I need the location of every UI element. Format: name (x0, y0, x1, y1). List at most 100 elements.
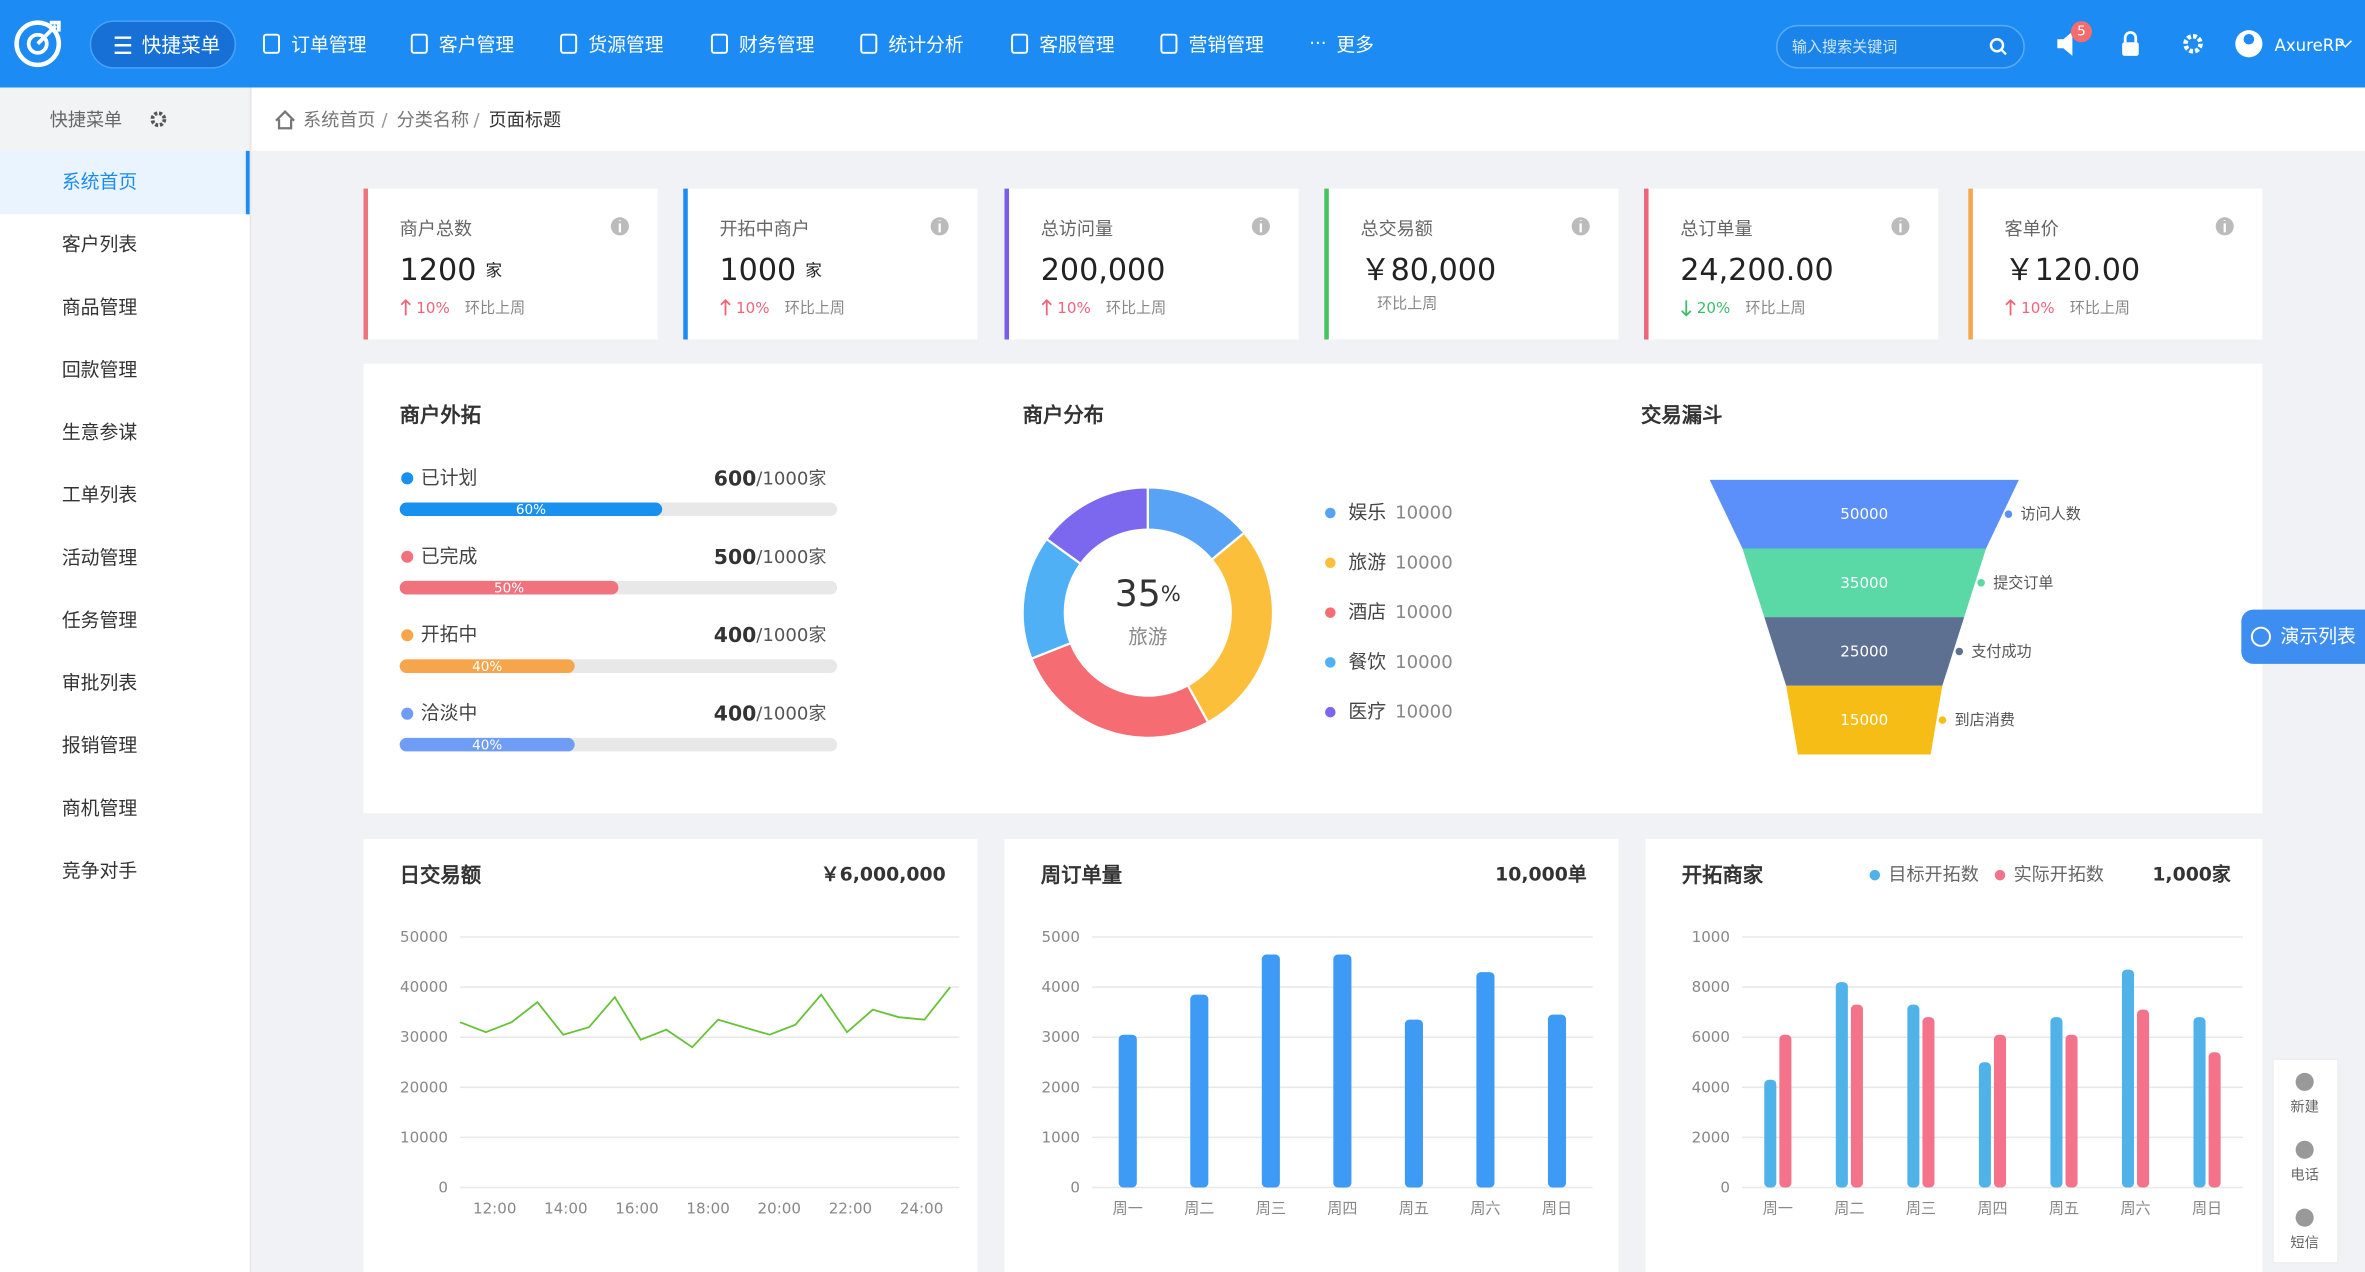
sidebar-item[interactable]: 生意参谋 (62, 422, 138, 444)
sidebar-item[interactable]: 商机管理 (62, 797, 138, 819)
trend-arrow (400, 298, 411, 316)
tool-button[interactable]: 短信 (2290, 1208, 2319, 1252)
chart-summary: ￥6,000,000 (821, 865, 946, 886)
nav-item[interactable]: 客户管理 (410, 33, 515, 56)
breadcrumb-item: 系统首页 (303, 110, 375, 131)
search-icon-handle (2000, 48, 2007, 56)
change-value: 10% (1057, 299, 1091, 317)
lock-icon[interactable] (2122, 42, 2139, 56)
tool-button[interactable]: 电话 (2290, 1140, 2319, 1184)
change-value: 20% (1697, 299, 1731, 317)
sidebar-item[interactable]: 系统首页 (0, 150, 251, 215)
progress-percent: 40% (472, 737, 502, 753)
quick-menu-bg (89, 20, 237, 69)
nav-item[interactable]: 统计分析 (860, 33, 964, 56)
nav-label: 更多 (1336, 34, 1374, 56)
progress-dot (401, 629, 414, 642)
bar (1261, 954, 1280, 1188)
stat-unit: 家 (485, 261, 502, 280)
bar (1779, 1034, 1792, 1188)
bar (2050, 1017, 2063, 1188)
funnel-dot (1977, 579, 1985, 587)
stat-card-accent (1968, 188, 1973, 340)
x-tick-label: 周五 (2049, 1200, 2079, 1218)
funnel-value: 35000 (1840, 574, 1888, 592)
badge: 5 (2077, 24, 2086, 40)
stat-change: 10% 环比上周 (1057, 299, 1166, 317)
x-tick-label: 14:00 (544, 1200, 587, 1218)
chart-title: 交易漏斗 (1641, 403, 1722, 427)
logo-inner (26, 32, 49, 55)
sidebar-item[interactable]: 报销管理 (62, 735, 138, 757)
sidebar-item[interactable]: 任务管理 (62, 609, 138, 631)
stat-value: ￥120.00 (2005, 253, 2141, 288)
breadcrumb-item: 分类名称 (397, 110, 469, 131)
notification[interactable]: 5 (2057, 21, 2092, 56)
nav-item[interactable]: 客服管理 (1011, 33, 1115, 56)
y-tick-label: 3000 (1042, 1028, 1080, 1046)
sidebar-item[interactable]: 商品管理 (62, 296, 138, 318)
sidebar-item[interactable]: 回款管理 (62, 359, 138, 381)
sidebar-item[interactable]: 活动管理 (62, 547, 138, 569)
progress-percent: 40% (472, 659, 502, 675)
chart-title: 周订单量 (1041, 863, 1122, 887)
nav-item[interactable]: 财务管理 (710, 33, 815, 56)
x-tick-label: 周四 (1327, 1200, 1357, 1218)
bar (1547, 1014, 1567, 1188)
change-compare: 环比上周 (1377, 294, 1437, 312)
demo-list-tab[interactable]: 演示列表 (2241, 609, 2365, 664)
sidebar-item[interactable]: 工单列表 (62, 484, 138, 506)
legend-value: 10000 (1395, 552, 1453, 573)
nav-item[interactable]: 营销管理 (1160, 33, 1264, 56)
bar (2208, 1052, 2221, 1188)
tab-bg (2241, 609, 2365, 664)
sidebar-item[interactable]: 审批列表 (62, 672, 138, 694)
progress-fill (399, 502, 663, 517)
nav-label: 订单管理 (291, 34, 367, 56)
progress-dot (401, 472, 414, 485)
search-box[interactable]: 输入搜索关键词 (1776, 24, 2025, 69)
legend-value: 10000 (1395, 652, 1453, 673)
settings-icon[interactable] (2183, 33, 2203, 54)
progress-total: /1000家 (756, 468, 826, 489)
legend-label: 医疗 (1348, 701, 1386, 723)
sidebar-label: 回款管理 (62, 359, 138, 381)
nav-label: 客户管理 (439, 34, 515, 56)
tool-button[interactable]: 新建 (2290, 1072, 2319, 1116)
trend-arrow (1041, 298, 1052, 316)
nav-item[interactable]: 货源管理 (560, 33, 664, 56)
stat-card-accent (363, 188, 369, 340)
nav-item[interactable]: 订单管理 (262, 33, 367, 56)
line-series (459, 986, 951, 1049)
sidebar-item[interactable]: 客户列表 (62, 234, 138, 256)
stat-number: ￥80,000 (1360, 253, 1496, 288)
avatar-head (2243, 33, 2255, 45)
legend-dot (1325, 657, 1336, 668)
sidebar-label: 商机管理 (62, 797, 138, 819)
x-tick-label: 周四 (1977, 1200, 2007, 1218)
legend-label: 娱乐 (1348, 502, 1386, 524)
nav-item[interactable]: ··· 更多 (1309, 33, 1374, 56)
stat-card-accent (1644, 188, 1649, 340)
sidebar-item[interactable]: 竞争对手 (62, 860, 137, 882)
bar (2065, 1034, 2078, 1188)
section-title: 商户外拓 (400, 403, 481, 427)
stat-card-accent (1324, 188, 1329, 340)
user-menu[interactable]: AxureRP (2235, 30, 2352, 58)
sidebar-settings[interactable] (150, 111, 167, 128)
legend-label: 酒店 (1348, 601, 1386, 623)
stat-title: 总订单量 (1680, 219, 1752, 240)
stat-card-accent (1004, 188, 1010, 340)
funnel-dot (1955, 647, 1964, 656)
quick-menu-button[interactable]: 快捷菜单 (89, 20, 237, 69)
funnel-dot (1938, 716, 1947, 724)
y-tick-label: 5000 (1042, 928, 1080, 946)
bar (1922, 1017, 1935, 1188)
more-icon: ··· (1309, 33, 1326, 54)
progress-count: 600/1000家 (714, 466, 827, 490)
progress-total: /1000家 (756, 703, 826, 724)
breadcrumb-item: 页面标题 (489, 110, 561, 131)
donut-center-value: 35% (1115, 571, 1181, 614)
badge-bg (2070, 21, 2092, 43)
